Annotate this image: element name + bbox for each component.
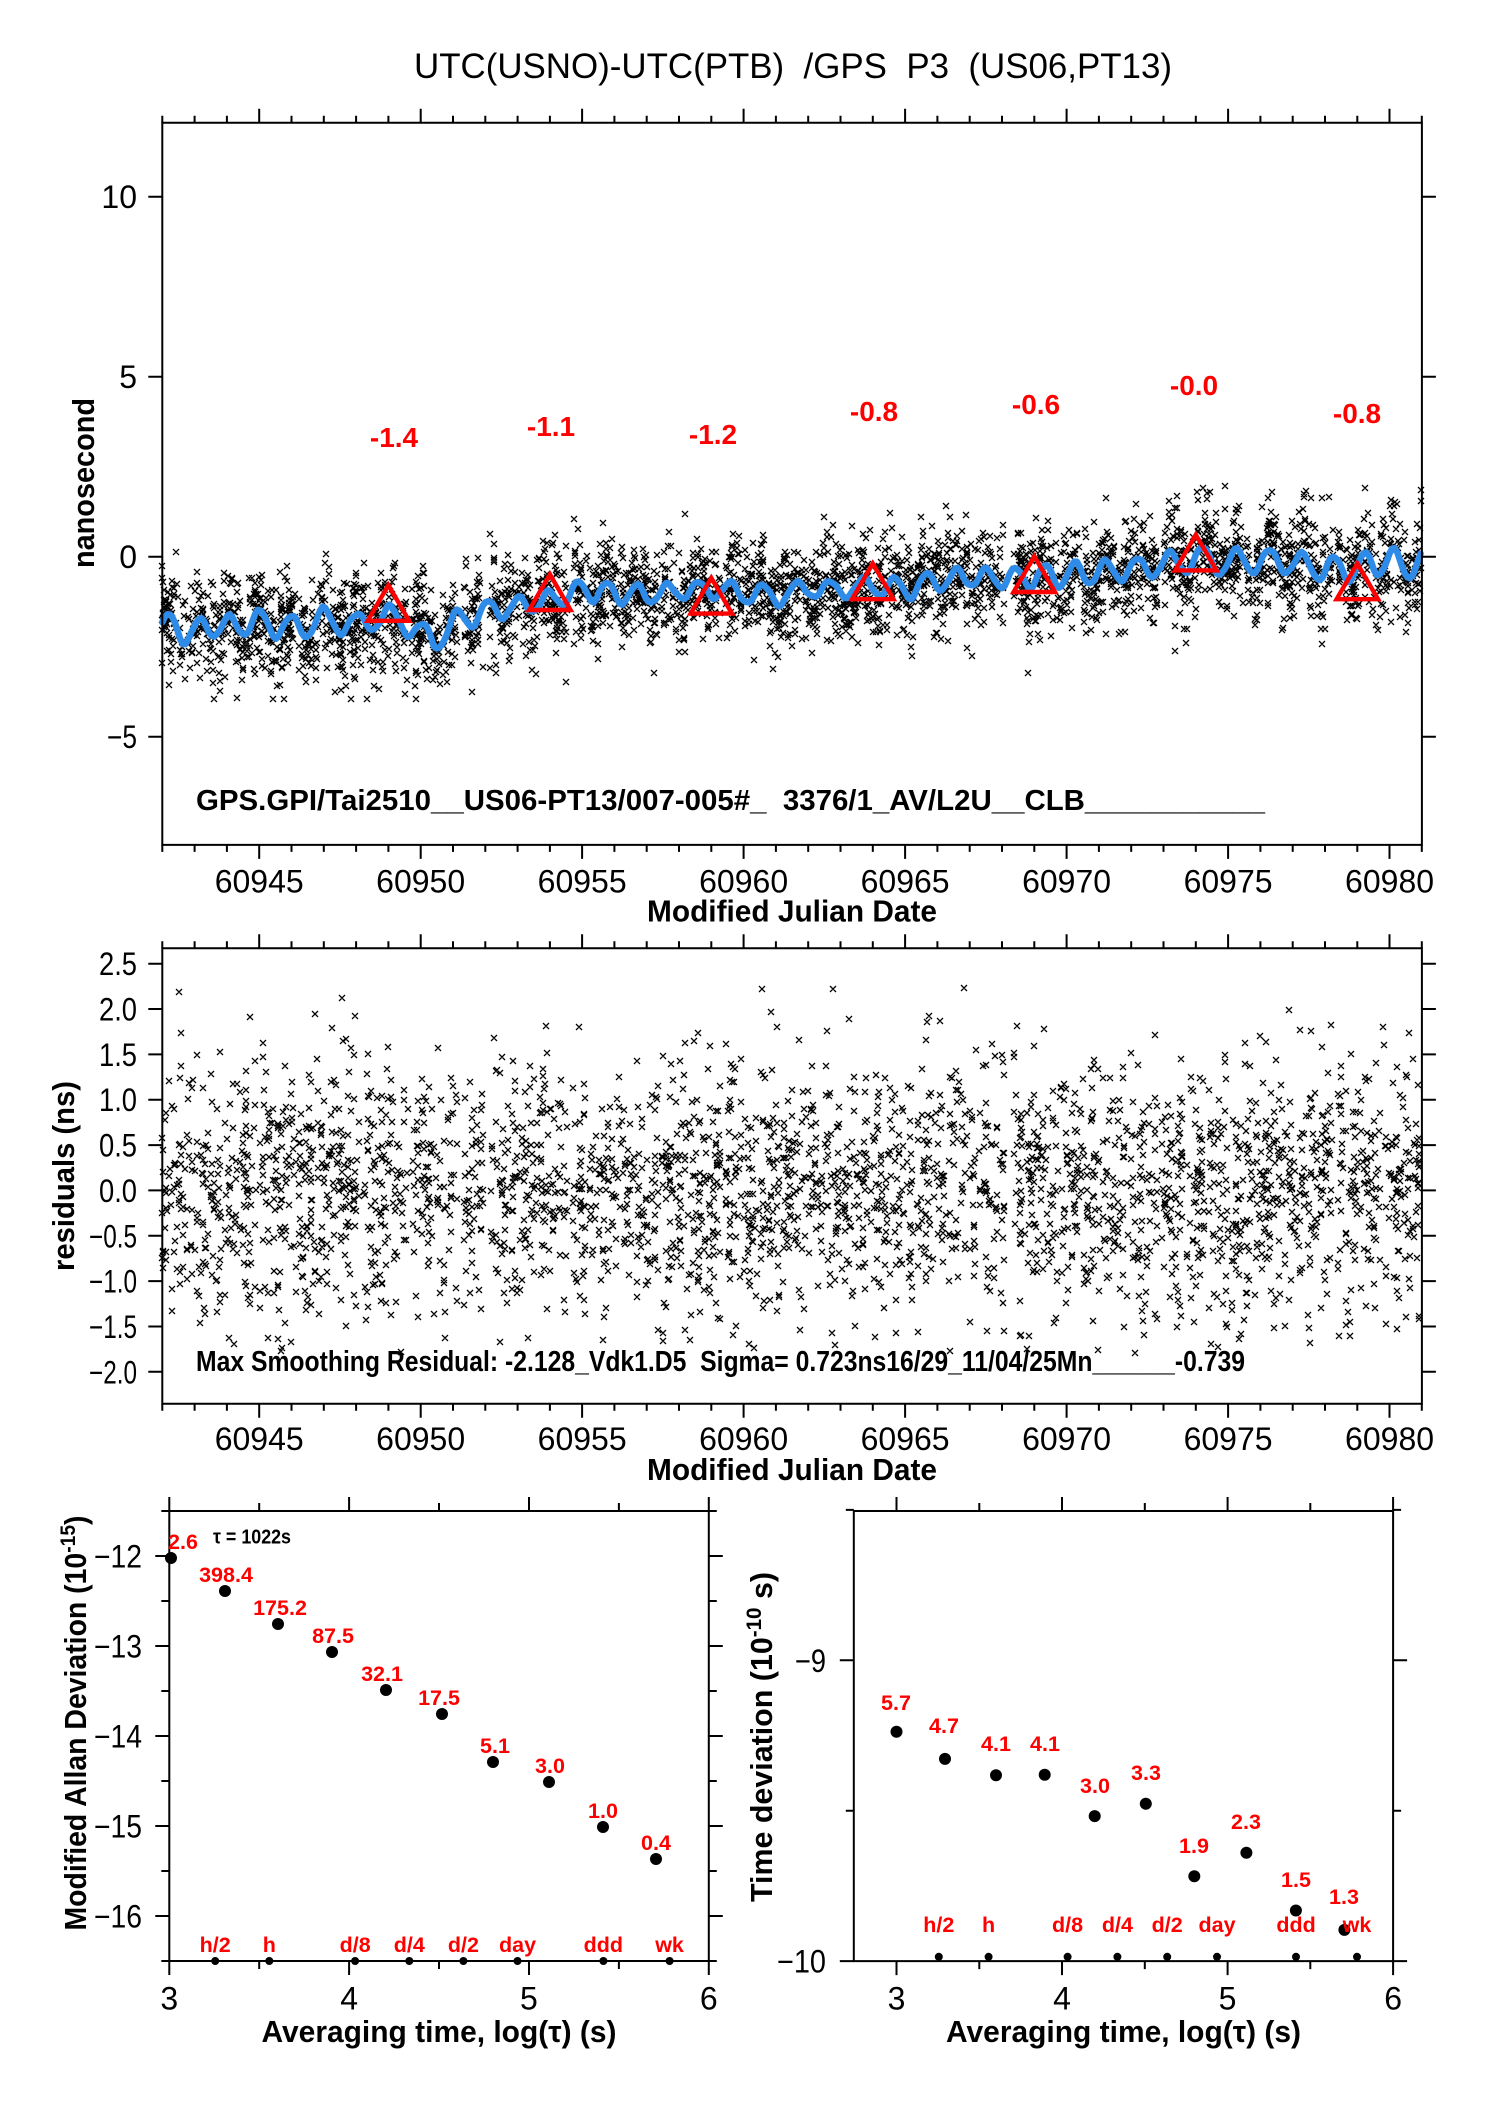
svg-text:3.3: 3.3 xyxy=(1131,1761,1161,1785)
svg-text:−0.5: −0.5 xyxy=(89,1218,137,1254)
svg-text:5: 5 xyxy=(119,359,137,395)
svg-text:2.0: 2.0 xyxy=(99,992,137,1028)
svg-text:GPS.GPI/Tai2510__US06-PT13/007: GPS.GPI/Tai2510__US06-PT13/007-005#_ 337… xyxy=(196,785,1266,817)
svg-text:60965: 60965 xyxy=(861,864,950,900)
svg-text:0: 0 xyxy=(119,539,137,575)
svg-text:h/2: h/2 xyxy=(200,1933,231,1957)
svg-text:-0.8: -0.8 xyxy=(1333,398,1381,429)
svg-text:17.5: 17.5 xyxy=(418,1686,460,1710)
svg-text:4.1: 4.1 xyxy=(981,1732,1011,1756)
svg-text:60980: 60980 xyxy=(1345,1421,1434,1457)
svg-text:h/2: h/2 xyxy=(923,1913,954,1937)
svg-text:5.7: 5.7 xyxy=(881,1691,911,1715)
svg-text:3: 3 xyxy=(888,1980,906,2016)
svg-text:2.3: 2.3 xyxy=(1231,1810,1261,1834)
svg-text:6: 6 xyxy=(1384,1980,1402,2016)
svg-text:4.1: 4.1 xyxy=(1030,1732,1060,1756)
svg-text:10: 10 xyxy=(101,179,137,215)
svg-text:Max Smoothing Residual: -2.128: Max Smoothing Residual: -2.128_Vdk1.D5 S… xyxy=(196,1346,1245,1378)
svg-text:60955: 60955 xyxy=(538,1421,627,1457)
svg-text:day: day xyxy=(499,1933,536,1957)
svg-text:τ = 1022s: τ = 1022s xyxy=(213,1527,291,1549)
svg-text:32.1: 32.1 xyxy=(361,1662,403,1686)
svg-text:1.5: 1.5 xyxy=(99,1037,137,1073)
svg-text:d/4: d/4 xyxy=(1102,1913,1133,1937)
svg-text:wk: wk xyxy=(654,1933,684,1957)
svg-text:60970: 60970 xyxy=(1022,864,1111,900)
svg-text:3.0: 3.0 xyxy=(535,1754,565,1778)
svg-text:-1.4: -1.4 xyxy=(370,422,419,453)
svg-text:5: 5 xyxy=(1219,1980,1237,2016)
svg-text:−14: −14 xyxy=(94,1719,142,1755)
svg-text:d/4: d/4 xyxy=(394,1933,425,1957)
svg-text:87.5: 87.5 xyxy=(312,1624,354,1648)
svg-text:Modified Julian Date: Modified Julian Date xyxy=(647,894,937,929)
svg-text:Averaging time, log(τ) (s): Averaging time, log(τ) (s) xyxy=(262,2014,617,2049)
svg-text:d/2: d/2 xyxy=(448,1933,479,1957)
svg-text:5.1: 5.1 xyxy=(480,1734,510,1758)
svg-text:-1.1: -1.1 xyxy=(527,411,575,442)
svg-text:d/2: d/2 xyxy=(1152,1913,1183,1937)
svg-text:wk: wk xyxy=(1342,1913,1372,1937)
svg-text:60955: 60955 xyxy=(538,864,627,900)
svg-text:60970: 60970 xyxy=(1022,1421,1111,1457)
svg-text:Averaging time, log(τ) (s): Averaging time, log(τ) (s) xyxy=(946,2014,1301,2049)
svg-text:1.9: 1.9 xyxy=(1179,1834,1209,1858)
svg-text:60975: 60975 xyxy=(1184,1421,1273,1457)
svg-text:5: 5 xyxy=(520,1980,538,2016)
svg-text:60975: 60975 xyxy=(1184,864,1273,900)
svg-text:398.4: 398.4 xyxy=(199,1563,253,1587)
svg-text:−16: −16 xyxy=(94,1899,142,1935)
svg-text:60945: 60945 xyxy=(215,864,304,900)
svg-text:3: 3 xyxy=(160,1980,178,2016)
svg-text:0.4: 0.4 xyxy=(641,1831,671,1855)
svg-text:−9: −9 xyxy=(795,1643,826,1679)
svg-text:3.0: 3.0 xyxy=(1080,1774,1110,1798)
svg-text:−1.5: −1.5 xyxy=(89,1309,137,1345)
svg-text:60960: 60960 xyxy=(699,1421,788,1457)
svg-text:−1.0: −1.0 xyxy=(89,1264,137,1300)
svg-text:60960: 60960 xyxy=(699,864,788,900)
svg-text:1.0: 1.0 xyxy=(588,1799,618,1823)
svg-text:60950: 60950 xyxy=(376,864,465,900)
svg-text:−13: −13 xyxy=(94,1629,142,1665)
svg-text:1.3: 1.3 xyxy=(1329,1885,1359,1909)
svg-text:residuals (ns): residuals (ns) xyxy=(46,1081,81,1271)
svg-text:UTC(USNO)-UTC(PTB) /GPS P3: UTC(USNO)-UTC(PTB) /GPS P3 (US06,PT13) xyxy=(414,47,1172,86)
svg-text:day: day xyxy=(1199,1913,1236,1937)
svg-text:4.7: 4.7 xyxy=(929,1714,959,1738)
svg-text:-0.6: -0.6 xyxy=(1012,389,1060,420)
svg-text:1.5: 1.5 xyxy=(1281,1868,1311,1892)
svg-text:d/8: d/8 xyxy=(340,1933,371,1957)
svg-text:60965: 60965 xyxy=(861,1421,950,1457)
svg-text:60945: 60945 xyxy=(215,1421,304,1457)
svg-text:ddd: ddd xyxy=(1276,1913,1315,1937)
svg-text:0.5: 0.5 xyxy=(99,1128,137,1164)
svg-text:ddd: ddd xyxy=(584,1933,623,1957)
svg-text:60980: 60980 xyxy=(1345,864,1434,900)
svg-text:175.2: 175.2 xyxy=(253,1596,307,1620)
svg-text:-1.2: -1.2 xyxy=(689,419,737,450)
svg-text:60950: 60950 xyxy=(376,1421,465,1457)
svg-text:-0.8: -0.8 xyxy=(850,396,898,427)
svg-text:6: 6 xyxy=(700,1980,718,2016)
svg-text:Modified Julian Date: Modified Julian Date xyxy=(647,1452,937,1487)
svg-text:-0.0: -0.0 xyxy=(1170,370,1218,401)
svg-text:nanosecond: nanosecond xyxy=(66,398,101,568)
svg-text:2.6: 2.6 xyxy=(168,1530,198,1554)
svg-text:4: 4 xyxy=(340,1980,358,2016)
svg-text:−10: −10 xyxy=(777,1944,826,1980)
svg-text:−12: −12 xyxy=(94,1539,142,1575)
svg-text:−15: −15 xyxy=(94,1809,142,1845)
svg-text:Modified Allan Deviation (10-1: Modified Allan Deviation (10-15) xyxy=(57,1516,93,1931)
svg-text:d/8: d/8 xyxy=(1052,1913,1083,1937)
svg-text:0.0: 0.0 xyxy=(99,1173,137,1209)
svg-text:h: h xyxy=(982,1913,995,1937)
svg-text:−5: −5 xyxy=(107,719,137,755)
svg-text:h: h xyxy=(263,1933,276,1957)
svg-text:−2.0: −2.0 xyxy=(89,1354,137,1390)
svg-text:4: 4 xyxy=(1053,1980,1071,2016)
svg-text:2.5: 2.5 xyxy=(99,946,137,982)
svg-text:1.0: 1.0 xyxy=(99,1082,137,1118)
